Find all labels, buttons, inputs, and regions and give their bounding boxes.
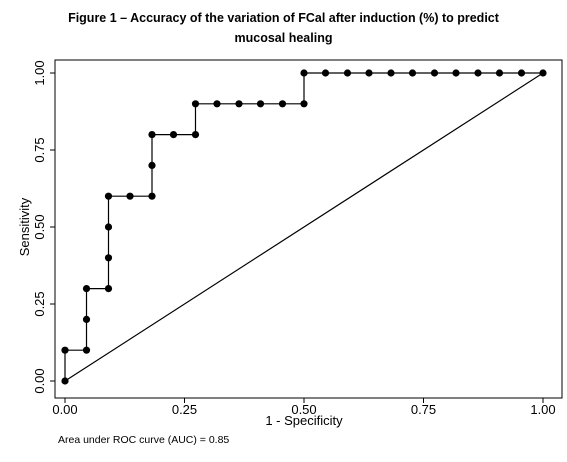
y-tick-label-0: 0.00 [32,368,47,393]
y-tick-label-1: 0.25 [32,291,47,316]
roc-curve-point-15 [191,100,200,108]
x-tick-label-3: 0.75 [411,402,436,417]
roc-curve-point-14 [191,131,200,139]
roc-curve-point-7 [104,223,113,231]
roc-curve-point-30 [495,69,504,77]
roc-curve-point-17 [235,100,243,108]
x-tick-label-4: 1.00 [530,402,555,417]
roc-curve-point-9 [126,192,134,200]
roc-curve-point-1 [61,346,69,354]
roc-curve-point-27 [430,69,439,77]
roc-curve-point-21 [300,69,308,77]
x-tick-label-2: 0.50 [291,402,316,417]
roc-curve-point-23 [343,69,352,77]
y-tick-label-4: 1.00 [32,60,47,85]
roc-curve-point-13 [169,131,178,139]
roc-curve-point-31 [517,69,526,77]
roc-curve-point-10 [148,192,156,200]
x-tick-label-0: 0.00 [52,402,77,417]
roc-curve-point-5 [104,285,113,293]
auc-footnote: Area under ROC curve (AUC) = 0.85 [58,434,230,446]
roc-curve-point-29 [474,69,482,77]
figure-title-line-2: mucosal healing [234,31,333,45]
y-tick-label-2: 0.50 [32,214,47,239]
roc-curve-point-8 [104,192,113,200]
roc-curve-point-24 [365,69,373,77]
y-axis: 0.00 0.25 0.50 0.75 1.00 [32,60,55,394]
roc-curve-point-16 [213,100,221,108]
reference-line-line [64,72,544,382]
figure-title: Figure 1 – Accuracy of the variation of … [60,8,507,48]
roc-curve-point-6 [104,254,113,262]
roc-curve-point-4 [82,285,91,293]
roc-curve-point-25 [387,69,395,77]
roc-curve-point-19 [278,100,287,108]
roc-curve-point-20 [300,100,308,108]
roc-curve-point-2 [82,346,91,354]
roc-curve-point-26 [408,69,417,77]
roc-curve-point-3 [82,315,91,323]
plot-frame [54,59,563,399]
roc-curve-point-12 [148,131,156,139]
x-axis-label: 1 - Specificity [265,413,343,428]
roc-curve-point-18 [256,100,265,108]
figure-title-line-1: Figure 1 – Accuracy of the variation of … [68,11,499,25]
series-layer [61,69,547,385]
y-axis-label: Sensitivity [17,197,32,256]
x-axis: 0.00 0.25 0.50 0.75 1.00 [52,398,556,417]
roc-curve-point-28 [452,69,460,77]
roc-curve-point-11 [148,161,156,169]
y-tick-label-3: 0.75 [32,137,47,162]
x-tick-label-1: 0.25 [172,402,197,417]
roc-curve-point-22 [321,69,330,77]
